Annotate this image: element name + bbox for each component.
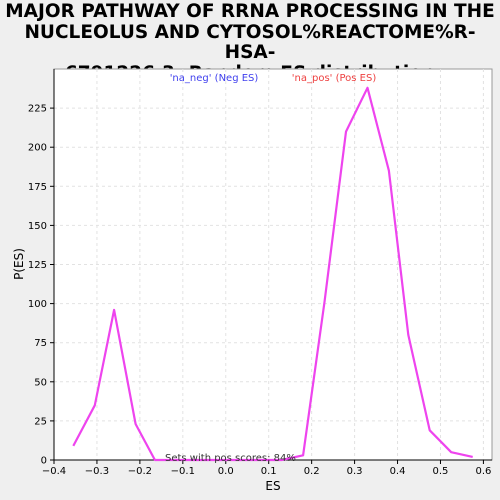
y-tick-label: 25	[34, 416, 47, 427]
x-tick-label: −0.4	[42, 466, 66, 477]
y-tick-label: 0	[41, 456, 47, 467]
legend-entry-0: 'na_neg' (Neg ES)	[170, 73, 259, 84]
axes: −0.4 −0.3 −0.2 −0.1 0.0 0.1 0.2 0.3 0.4 0.5 0.6 0 25…	[28, 69, 492, 477]
x-tick-label: 0.3	[347, 466, 363, 477]
legend: 'na_neg' (Neg ES) 'na_pos' (Pos ES)	[170, 73, 377, 84]
x-tick-label: −0.1	[171, 466, 195, 477]
x-tick-label: 0.0	[218, 466, 234, 477]
x-tick-label: 0.4	[390, 466, 406, 477]
y-tick-label: 125	[28, 260, 47, 271]
legend-entry-1: 'na_pos' (Pos ES)	[292, 73, 377, 84]
y-tick-label: 75	[34, 338, 47, 349]
y-tick-label: 200	[28, 143, 47, 154]
x-tick-label: −0.3	[85, 466, 109, 477]
es-density-line	[72, 86, 473, 462]
x-tick-label: 0.6	[475, 466, 491, 477]
y-tick-label: 50	[34, 377, 47, 388]
x-tick-label: 0.5	[433, 466, 449, 477]
y-tick-label: 225	[28, 104, 47, 115]
x-tick-label: −0.2	[128, 466, 152, 477]
series-layer	[72, 86, 473, 462]
annotation-pos-scores: Sets with pos scores: 84%	[165, 453, 296, 464]
y-tick-label: 150	[28, 221, 47, 232]
x-tick-label: 0.1	[261, 466, 277, 477]
y-tick-label: 175	[28, 182, 47, 193]
x-axis-title: ES	[265, 479, 280, 493]
y-axis-title: P(ES)	[12, 248, 26, 280]
y-tick-label: 100	[28, 299, 47, 310]
x-tick-label: 0.2	[304, 466, 320, 477]
